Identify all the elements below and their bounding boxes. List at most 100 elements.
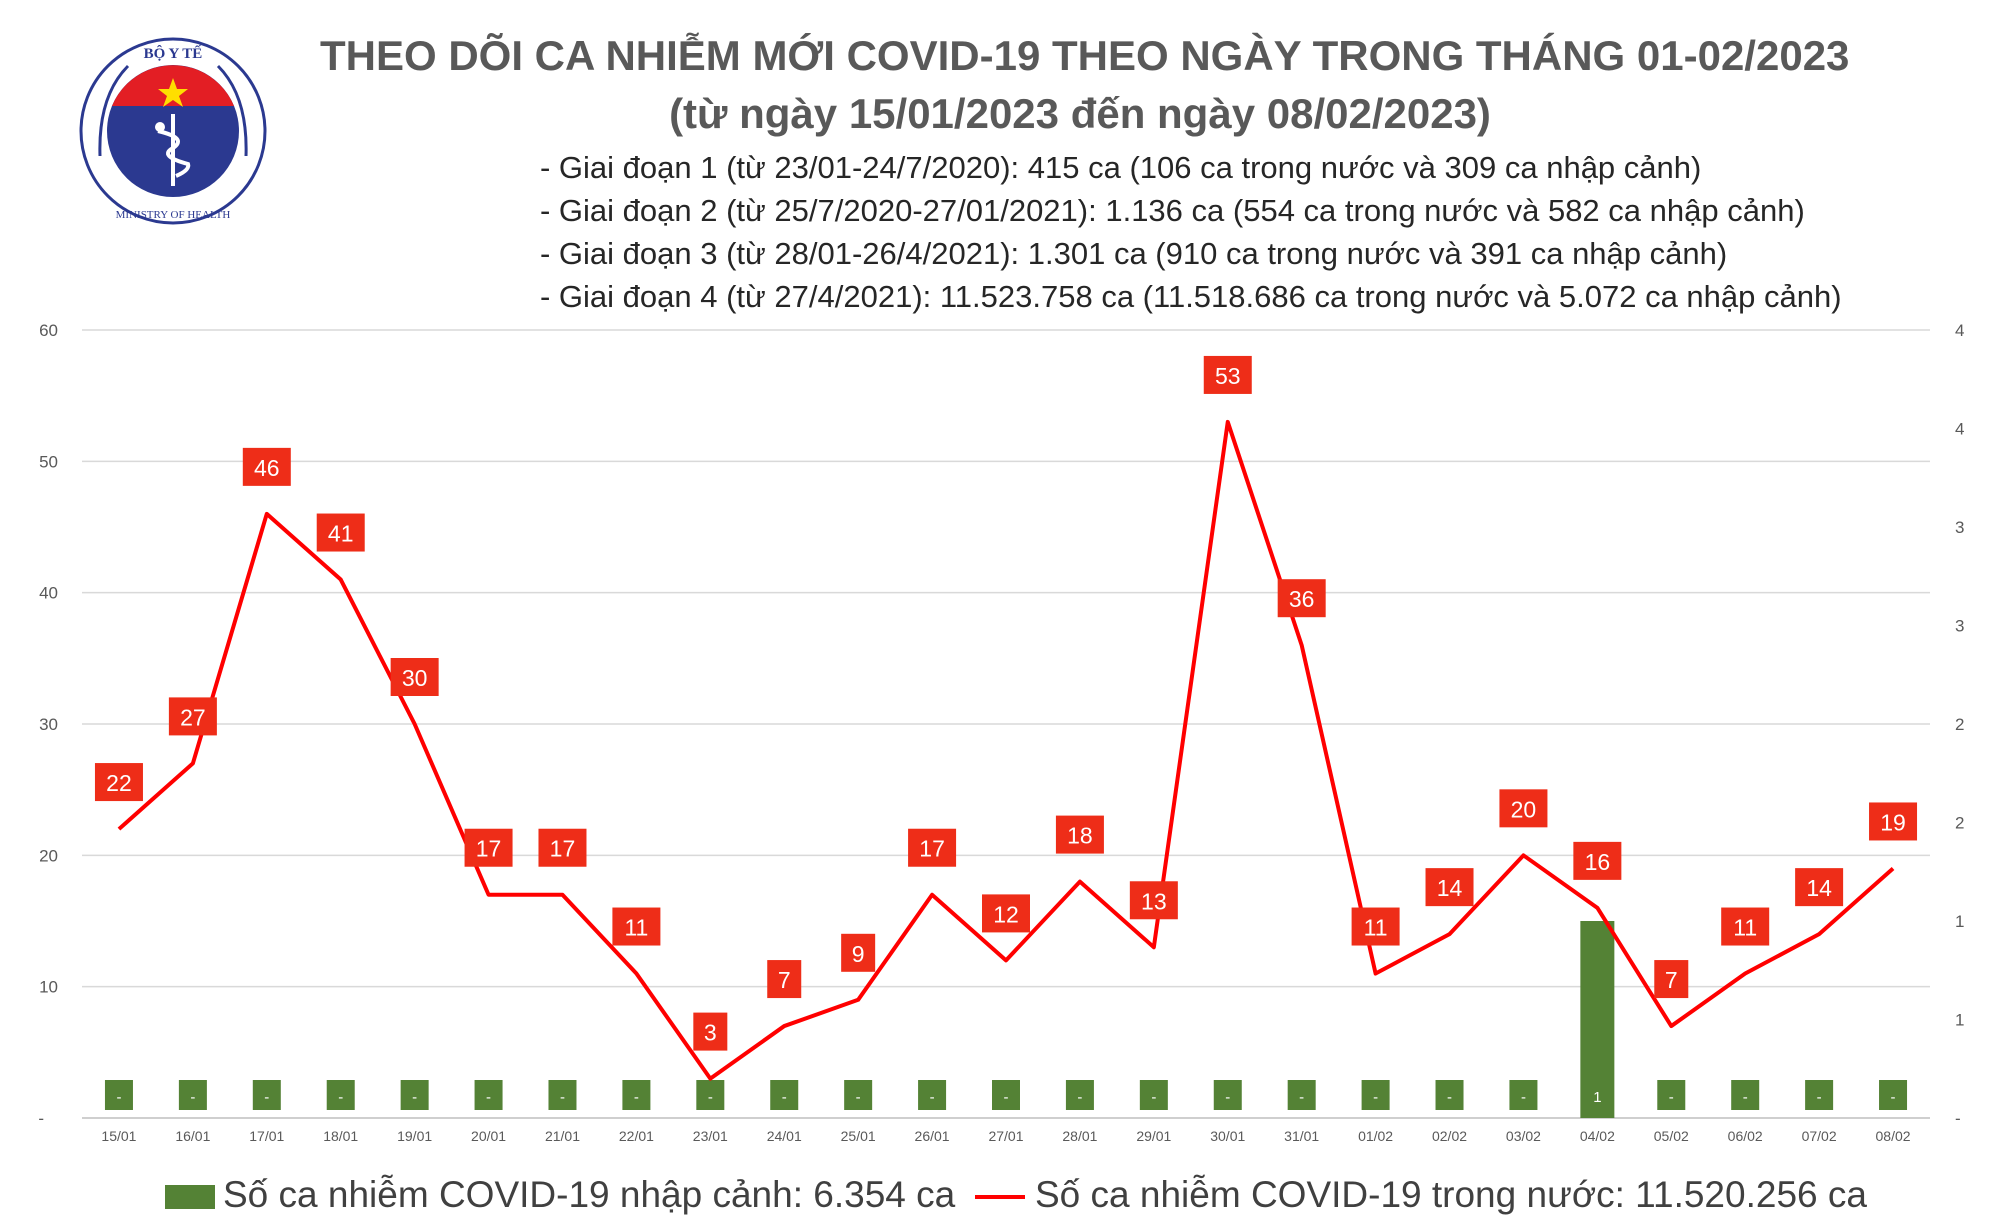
domestic-label-box	[908, 828, 957, 867]
domestic-data-label: 18	[1067, 823, 1093, 849]
import-bar-label: -	[412, 1089, 417, 1106]
x-tick-label: 29/01	[1136, 1128, 1171, 1144]
phase-3-note: - Giai đoạn 3 (từ 28/01-26/4/2021): 1.30…	[540, 236, 1728, 271]
x-tick-label: 08/02	[1876, 1128, 1911, 1144]
domestic-label-box	[841, 933, 876, 972]
import-bar-label: -	[856, 1089, 861, 1106]
import-bar-label: -	[1521, 1089, 1526, 1106]
import-bar-label: -	[1299, 1089, 1304, 1106]
legend-bar-swatch	[165, 1185, 215, 1210]
domestic-label-box	[693, 1012, 728, 1051]
y-right-tick-label: 3	[1955, 617, 1964, 636]
x-tick-label: 24/01	[767, 1128, 802, 1144]
x-tick-label: 07/02	[1802, 1128, 1837, 1144]
import-bar-label: -	[1447, 1089, 1452, 1106]
import-bar-label: -	[264, 1089, 269, 1106]
import-bar-label-box	[622, 1080, 651, 1110]
domestic-data-label: 11	[624, 915, 648, 941]
y-right-tick-label: 2	[1955, 715, 1964, 734]
import-bar-label: -	[782, 1089, 787, 1106]
import-bar-label-box	[178, 1080, 207, 1110]
import-bar-label: -	[708, 1089, 713, 1106]
domestic-label-box	[982, 894, 1030, 933]
x-tick-label: 26/01	[915, 1128, 950, 1144]
domestic-data-label: 41	[328, 521, 354, 547]
import-bar-label: -	[338, 1089, 343, 1106]
import-bar-label: -	[634, 1089, 639, 1106]
domestic-data-label: 17	[476, 836, 502, 862]
domestic-data-label: 22	[106, 770, 132, 796]
import-bar-label: -	[1225, 1089, 1230, 1106]
x-tick-label: 05/02	[1654, 1128, 1689, 1144]
x-tick-label: 03/02	[1506, 1128, 1541, 1144]
import-bar-label-box	[252, 1080, 281, 1110]
import-bar-label-box	[1879, 1080, 1908, 1110]
import-bar-label: -	[116, 1089, 121, 1106]
y-left-tick-label: 30	[39, 715, 58, 734]
import-bar-label-box	[844, 1080, 873, 1110]
domestic-label-box	[538, 828, 587, 867]
import-bar-label-box	[1805, 1080, 1834, 1110]
x-tick-label: 28/01	[1062, 1128, 1097, 1144]
domestic-label-box	[1499, 789, 1548, 828]
domestic-label-box	[1351, 907, 1400, 946]
domestic-data-label: 3	[704, 1020, 717, 1046]
domestic-label-box	[1654, 960, 1689, 999]
domestic-data-label: 11	[1733, 915, 1757, 941]
legend-imported-label: Số ca nhiễm COVID-19 nhập cảnh: 6.354 ca	[223, 1174, 956, 1215]
y-right-tick-label: 4	[1955, 420, 1964, 439]
domestic-data-label: 46	[254, 455, 280, 481]
legend-domestic-cases: Số ca nhiễm COVID-19 trong nước: 11.520.…	[975, 1174, 1867, 1216]
import-bar-label-box	[1509, 1080, 1538, 1110]
chart-title: THEO DÕI CA NHIỄM MỚI COVID-19 THEO NGÀY…	[320, 32, 1850, 79]
ministry-of-health-logo: BỘ Y TẾ MINISTRY OF HEALTH	[79, 37, 267, 225]
domestic-data-label: 14	[1437, 875, 1463, 901]
y-left-tick-label: 20	[39, 846, 58, 865]
y-right-tick-label: 2	[1955, 814, 1964, 833]
domestic-data-label: 17	[919, 836, 945, 862]
import-bar-label-box	[1065, 1080, 1094, 1110]
domestic-data-label: 30	[402, 665, 428, 691]
phase-2-note: - Giai đoạn 2 (từ 25/7/2020-27/01/2021):…	[540, 193, 1805, 228]
import-bar-label: 1	[1593, 1089, 1601, 1106]
import-bar-label-box	[1657, 1080, 1686, 1110]
import-bar-label: -	[1151, 1089, 1156, 1106]
domestic-data-label: 13	[1141, 888, 1167, 914]
domestic-label-box	[94, 763, 143, 802]
import-bar-label: -	[1077, 1089, 1082, 1106]
import-bar-label: -	[1373, 1089, 1378, 1106]
domestic-data-label: 17	[550, 836, 576, 862]
domestic-label-box	[1425, 868, 1474, 907]
phase-1-note: - Giai đoạn 1 (từ 23/01-24/7/2020): 415 …	[540, 150, 1702, 185]
domestic-label-box	[1869, 802, 1918, 841]
x-tick-label: 25/01	[841, 1128, 876, 1144]
domestic-label-box	[1277, 579, 1326, 618]
domestic-label-box	[242, 447, 291, 486]
domestic-line	[117, 419, 1895, 1081]
x-tick-label: 27/01	[988, 1128, 1023, 1144]
import-bar-label-box	[104, 1080, 133, 1110]
import-bar-label-box	[992, 1080, 1020, 1110]
y-left-tick-label: -	[38, 1109, 44, 1128]
x-tick-label: 17/01	[249, 1128, 284, 1144]
import-bar-label: -	[1817, 1089, 1822, 1106]
domestic-data-label: 14	[1806, 875, 1832, 901]
y-right-tick-label: -	[1955, 1109, 1961, 1128]
domestic-label-box	[1129, 881, 1178, 920]
y-right-tick-label: 4	[1955, 321, 1964, 340]
x-tick-label: 22/01	[619, 1128, 654, 1144]
x-tick-label: 21/01	[545, 1128, 580, 1144]
domestic-data-label: 27	[180, 704, 206, 730]
x-tick-label: 19/01	[397, 1128, 432, 1144]
x-tick-label: 01/02	[1358, 1128, 1393, 1144]
x-tick-label: 02/02	[1432, 1128, 1467, 1144]
domestic-data-label: 12	[993, 901, 1019, 927]
y-left-tick-label: 50	[39, 452, 58, 471]
x-tick-label: 30/01	[1210, 1128, 1245, 1144]
import-bar-label-box	[400, 1080, 429, 1110]
domestic-label-box	[1795, 868, 1844, 907]
domestic-data-label: 7	[778, 967, 791, 993]
import-bar-label: -	[1669, 1089, 1674, 1106]
x-tick-label: 20/01	[471, 1128, 506, 1144]
import-bar-label-box	[770, 1080, 799, 1110]
